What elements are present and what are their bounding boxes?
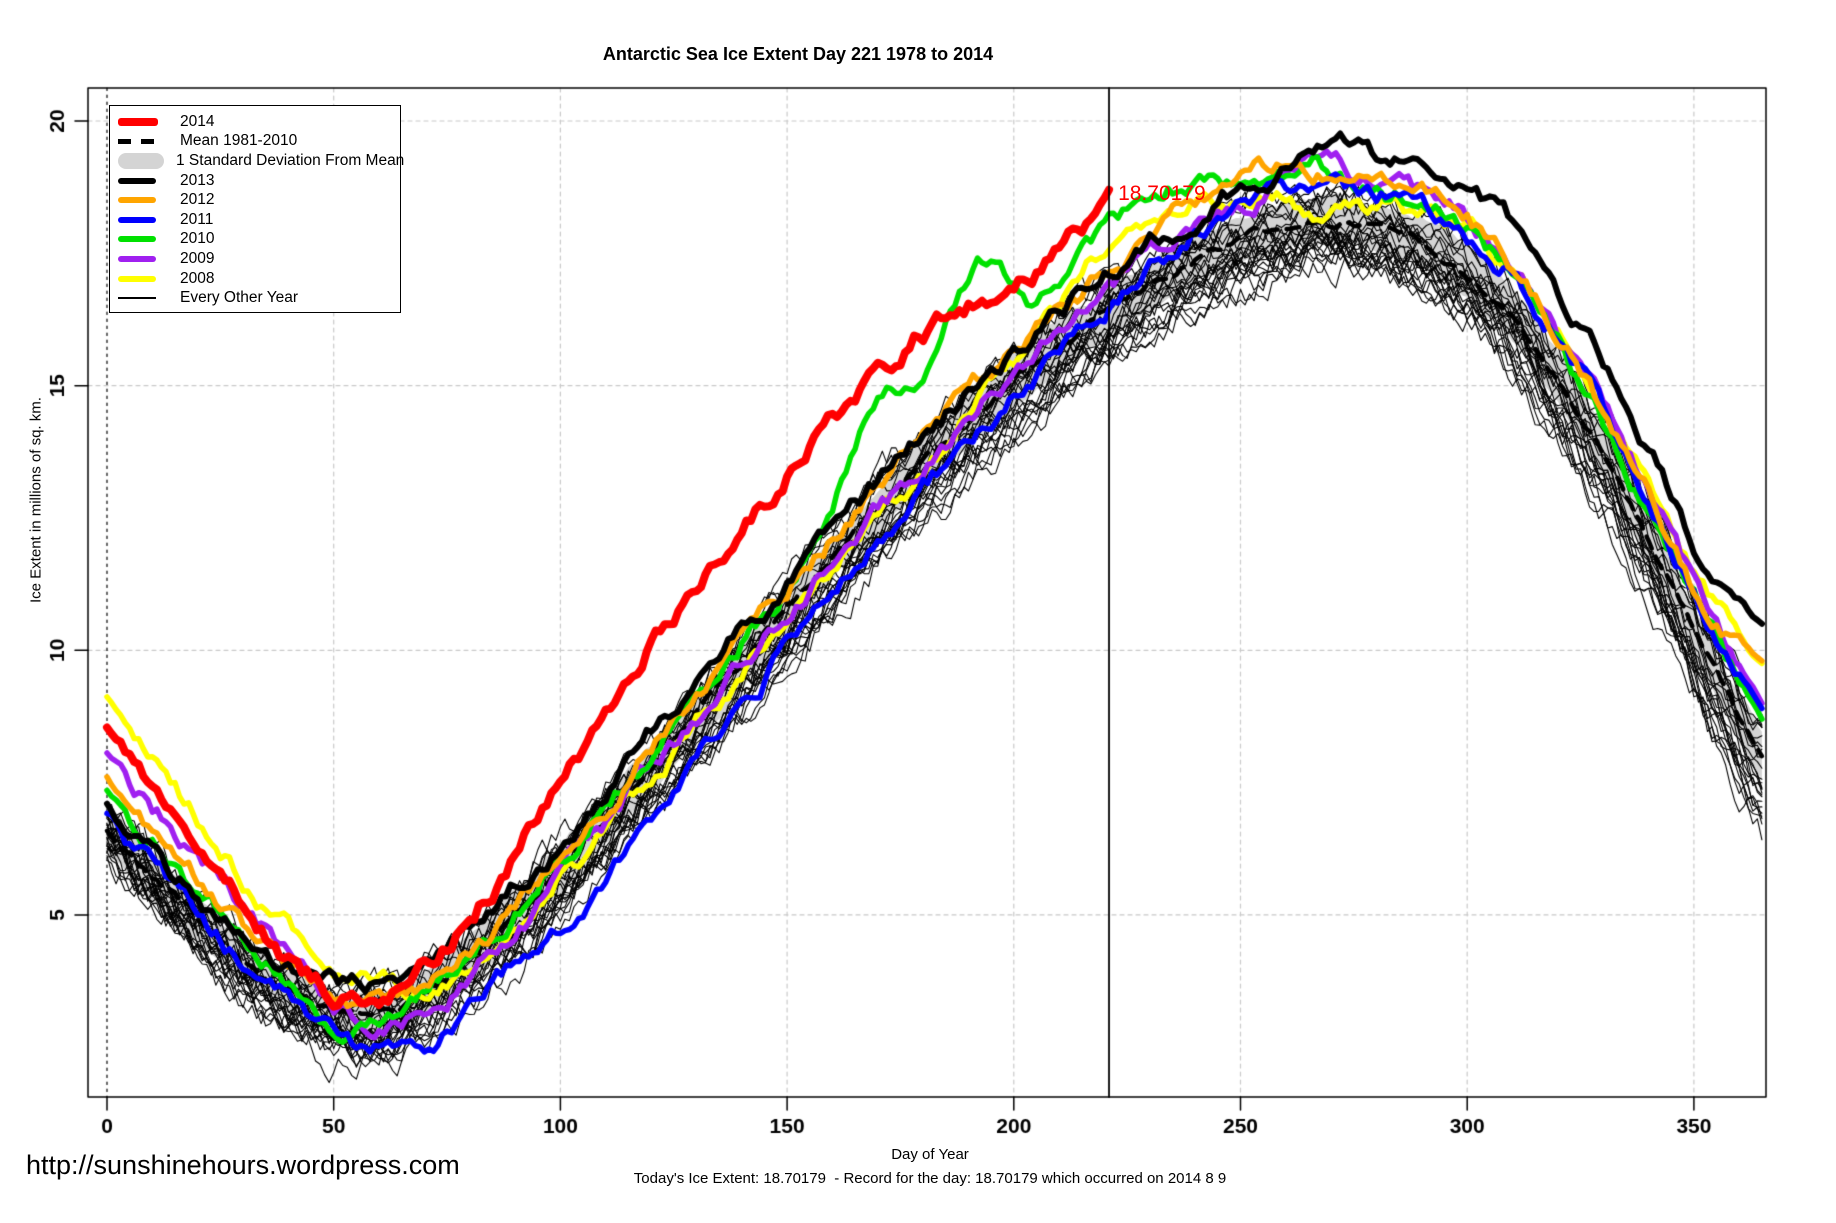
legend-swatch-2013-icon: [118, 177, 168, 184]
legend-item-2010: 2010: [110, 230, 400, 250]
legend-label: Mean 1981-2010: [180, 132, 298, 150]
record-value-annotation: 18.70179: [1118, 182, 1206, 206]
page-title: Antarctic Sea Ice Extent Day 221 1978 to…: [602, 44, 994, 64]
legend-item-2012: 2012: [110, 190, 400, 210]
legend-swatch-2008-icon: [118, 275, 168, 282]
legend-label: 2014: [180, 112, 215, 130]
legend-label: 2010: [180, 230, 215, 248]
legend-label: 2013: [180, 171, 215, 189]
legend-swatch-stddev-icon: [118, 152, 164, 169]
footer-caption: Today's Ice Extent: 18.70179 - Record fo…: [633, 1170, 1227, 1187]
legend: 2014 Mean 1981-2010 1 Standard Deviation…: [109, 105, 404, 313]
legend-swatch-mean-icon: [118, 138, 168, 144]
legend-swatch-2014-icon: [118, 117, 168, 126]
legend-swatch-every-other-year-icon: [118, 297, 168, 299]
y-axis-label: Ice Extent in millions of sq. km.: [27, 397, 45, 603]
legend-swatch-2009-icon: [118, 255, 168, 262]
legend-label: 1 Standard Deviation From Mean: [176, 151, 405, 169]
site-url: http://sunshinehours.wordpress.com: [26, 1150, 460, 1180]
legend-item-2014: 2014: [110, 112, 400, 132]
legend-item-2008: 2008: [110, 269, 400, 289]
legend-item-stddev: 1 Standard Deviation From Mean: [110, 151, 404, 171]
legend-item-2011: 2011: [110, 210, 400, 230]
legend-label: 2008: [180, 269, 215, 287]
legend-label: Every Other Year: [180, 289, 299, 307]
legend-item-every-other-year: Every Other Year: [110, 288, 400, 308]
legend-swatch-2010-icon: [118, 236, 168, 243]
legend-label: 2009: [180, 249, 215, 267]
legend-item-mean: Mean 1981-2010: [110, 132, 400, 152]
legend-item-2009: 2009: [110, 249, 400, 269]
legend-label: 2012: [180, 191, 215, 209]
legend-swatch-2011-icon: [118, 216, 168, 223]
legend-label: 2011: [180, 210, 214, 228]
legend-swatch-2012-icon: [118, 197, 168, 204]
legend-item-2013: 2013: [110, 171, 400, 191]
x-axis-label: Day of Year: [891, 1146, 969, 1163]
